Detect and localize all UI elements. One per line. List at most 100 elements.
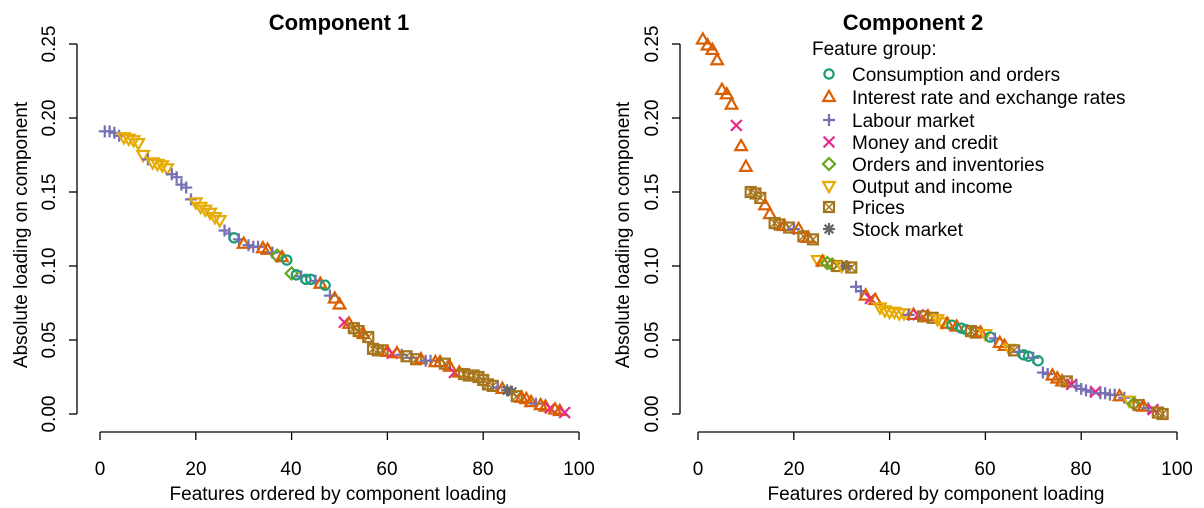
data-point-int (441, 358, 458, 372)
y-axis-label: Absolute loading on component (11, 101, 32, 368)
y-tick-label: 0.20 (39, 100, 60, 137)
data-point-stk (501, 384, 514, 397)
data-point-int (972, 324, 989, 338)
legend-entry-label: Interest rate and exchange rates (852, 88, 1126, 109)
data-point-int (1135, 398, 1152, 412)
x-tick-label: 0 (693, 459, 704, 480)
data-point-cons (300, 273, 312, 286)
data-point-lab (170, 171, 183, 184)
legend-entry-label: Output and income (852, 177, 1013, 198)
data-point-mon (1089, 385, 1102, 398)
chart-title: Component 2 (843, 10, 984, 35)
chart-panel-component-1: Component 1 Absolute loading on componen… (11, 10, 595, 505)
data-point-int (704, 41, 721, 56)
data-point-cons (319, 279, 331, 291)
legend-marker-mon (822, 135, 836, 149)
data-point-int (733, 137, 749, 152)
data-point-out (212, 215, 228, 229)
legend-marker-ord (821, 156, 837, 172)
legend-marker-lab (823, 114, 835, 126)
data-points (98, 125, 571, 419)
x-tick-label: 80 (472, 459, 493, 480)
data-point-int (327, 290, 343, 304)
data-point-int (709, 51, 725, 66)
data-point-int (413, 350, 429, 365)
tick-marks (672, 43, 1178, 440)
data-point-int (331, 296, 348, 310)
data-point-int (714, 81, 730, 95)
data-point-out (154, 160, 170, 174)
data-point-int (236, 235, 252, 249)
data-point-pri (806, 233, 820, 246)
x-tick-label: 60 (974, 459, 995, 480)
y-tick-label: 0.10 (642, 248, 663, 285)
x-tick-label: 40 (280, 459, 301, 480)
x-axis-label: Features ordered by component loading (768, 484, 1105, 505)
data-point-out (125, 135, 142, 149)
legend-marker-out (821, 180, 837, 195)
data-point-out (144, 157, 161, 171)
legend-markers (821, 68, 837, 235)
x-tick-label: 80 (1070, 459, 1091, 480)
data-point-int (857, 287, 874, 301)
x-axis-label: Features ordered by component loading (170, 484, 507, 505)
data-point-out (197, 204, 214, 219)
tick-marks (69, 43, 580, 440)
x-tick-label: 100 (1161, 459, 1193, 480)
data-point-out (929, 314, 946, 328)
y-tick-label: 0.15 (39, 174, 60, 211)
x-tick-label: 40 (879, 459, 900, 480)
x-tick-label: 20 (783, 459, 804, 480)
data-point-int (695, 31, 711, 45)
y-tick-label: 0.20 (642, 100, 663, 137)
data-point-int (723, 96, 740, 110)
legend-marker-pri (822, 200, 836, 214)
data-point-out (886, 306, 903, 321)
legend-entry-label: Money and credit (852, 133, 998, 154)
legend-entry-label: Consumption and orders (852, 65, 1060, 86)
y-tick-label: 0.10 (39, 248, 60, 285)
data-point-cons (1018, 349, 1030, 361)
y-tick-label: 0.05 (642, 322, 663, 359)
data-point-out (207, 212, 223, 226)
data-point-int (389, 344, 405, 359)
data-point-cons (281, 254, 293, 266)
legend-entry-label: Prices (852, 198, 905, 219)
data-point-int (1111, 387, 1128, 402)
data-point-out (810, 254, 826, 269)
legend-entry-label: Stock market (852, 220, 964, 241)
y-axis-label: Absolute loading on component (613, 101, 634, 368)
data-point-pri (486, 379, 499, 392)
data-point-int (757, 196, 773, 211)
legend-title: Feature group: (812, 39, 937, 60)
y-tick-label: 0.05 (39, 322, 60, 359)
data-point-pri (845, 261, 858, 274)
y-tick-label: 0.00 (39, 396, 60, 433)
data-point-out (135, 149, 151, 164)
legend-entry-label: Labour market (852, 111, 975, 132)
y-tick-label: 0.00 (642, 396, 663, 433)
data-point-out (116, 132, 132, 146)
data-point-out (159, 163, 175, 177)
legend: Feature group: Consumption and orders In… (812, 39, 1126, 241)
data-point-out (934, 317, 950, 331)
legend-marker-int (821, 88, 837, 103)
chart-panel-component-2: Component 2 Absolute loading on componen… (613, 10, 1193, 505)
data-point-int (738, 158, 754, 172)
x-tick-label: 20 (185, 459, 206, 480)
data-point-pri (1156, 407, 1169, 421)
legend-marker-cons (823, 68, 835, 80)
data-point-mon (730, 119, 743, 132)
data-point-pri (362, 330, 375, 344)
y-tick-label: 0.25 (39, 26, 60, 63)
data-point-mon (558, 406, 571, 419)
data-point-out (977, 328, 994, 343)
chart-title: Component 1 (269, 10, 410, 35)
data-points (695, 31, 1169, 421)
data-point-pri (1060, 375, 1073, 388)
data-point-int (699, 37, 716, 51)
data-point-out (130, 138, 147, 152)
x-tick-label: 0 (95, 459, 106, 480)
data-point-int (523, 393, 539, 408)
